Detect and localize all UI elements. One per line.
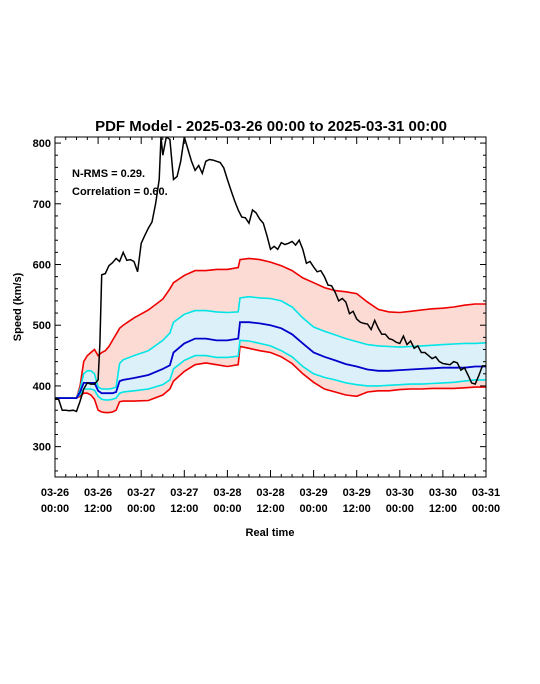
x-tick-label-time: 00:00 (213, 503, 241, 515)
y-tick-label: 600 (33, 260, 51, 272)
plot-area (55, 137, 487, 414)
x-tick-label-date: 03-28 (256, 487, 284, 499)
observed-line (55, 137, 486, 413)
y-tick-label: 300 (33, 442, 51, 454)
x-tick-label-date: 03-26 (84, 487, 112, 499)
x-tick-label-time: 12:00 (429, 503, 457, 515)
x-axis-label: Real time (246, 527, 295, 539)
observed-series (55, 137, 486, 413)
inner-band-upper-line (55, 295, 487, 399)
inner-band (55, 295, 487, 401)
x-tick-label-date: 03-31 (472, 487, 500, 499)
nrms-annotation: N-RMS = 0.29. (72, 168, 145, 180)
chart-title: PDF Model - 2025-03-26 00:00 to 2025-03-… (95, 118, 447, 135)
x-tick-label-date: 03-29 (300, 487, 328, 499)
x-tick-label-date: 03-27 (127, 487, 155, 499)
median-series (55, 321, 486, 400)
x-tick-label-time: 00:00 (386, 503, 414, 515)
y-axis-label: Speed (km/s) (12, 272, 24, 341)
x-tick-label-time: 00:00 (472, 503, 500, 515)
inner-band-lower-line (55, 339, 486, 401)
x-tick-label-time: 12:00 (256, 503, 284, 515)
x-tick-label-date: 03-27 (170, 487, 198, 499)
y-axis: 300 400 500 600 700 800 (33, 138, 486, 472)
x-tick-label-time: 12:00 (343, 503, 371, 515)
x-tick-label-date: 03-29 (343, 487, 371, 499)
inner-band-fill (55, 296, 486, 400)
x-tick-label-time: 00:00 (127, 503, 155, 515)
x-tick-label-time: 12:00 (84, 503, 112, 515)
x-tick-label-time: 00:00 (41, 503, 69, 515)
outer-band-upper-line (55, 257, 486, 399)
y-tick-label: 500 (33, 320, 51, 332)
outer-band-lower-line (55, 345, 486, 414)
x-tick-label-date: 03-30 (386, 487, 414, 499)
correlation-annotation: Correlation = 0.60. (72, 186, 168, 198)
x-tick-label-date: 03-26 (41, 487, 69, 499)
x-axis: 03-26 00:00 03-26 12:00 03-27 00:00 03-27 12:00… (41, 137, 500, 515)
x-tick-label-date: 03-30 (429, 487, 457, 499)
y-tick-label: 700 (33, 199, 51, 211)
x-tick-label-date: 03-28 (213, 487, 241, 499)
y-tick-label: 800 (33, 138, 51, 150)
y-tick-label: 400 (33, 381, 51, 393)
x-tick-label-time: 00:00 (300, 503, 328, 515)
x-tick-label-time: 12:00 (170, 503, 198, 515)
median-line (55, 321, 486, 400)
